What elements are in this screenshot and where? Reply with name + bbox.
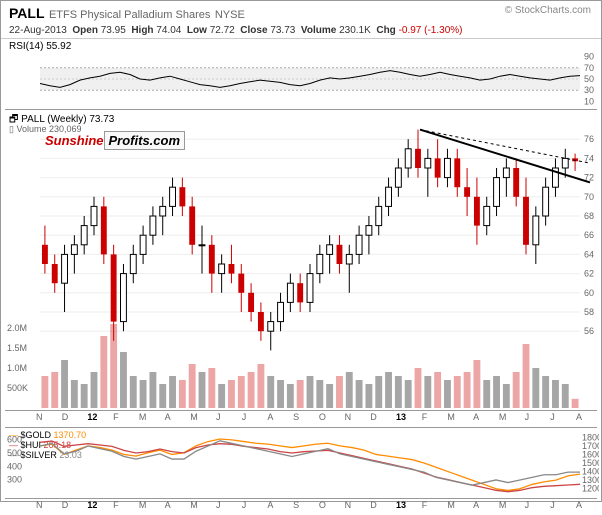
high-val: 74.04 <box>156 25 181 36</box>
svg-text:58: 58 <box>584 307 594 317</box>
xaxis-tick: A <box>473 412 479 422</box>
svg-text:66: 66 <box>584 230 594 240</box>
xaxis-tick: J <box>216 412 221 422</box>
vol-label: Volume <box>301 25 336 36</box>
svg-text:1500: 1500 <box>582 458 599 468</box>
svg-text:300: 300 <box>7 475 22 485</box>
svg-text:1.0M: 1.0M <box>7 363 27 373</box>
xaxis-tick: M <box>499 412 507 422</box>
svg-text:1300: 1300 <box>582 475 599 485</box>
vol-sublabel: ▯ Volume 230,069 <box>9 124 82 135</box>
svg-text:68: 68 <box>584 211 594 221</box>
svg-text:1700: 1700 <box>582 441 599 451</box>
xaxis-tick: 12 <box>87 412 97 422</box>
xaxis-tick: J <box>550 412 555 422</box>
svg-text:1200: 1200 <box>582 484 599 494</box>
svg-text:90: 90 <box>584 52 594 62</box>
svg-text:500K: 500K <box>7 383 28 393</box>
xaxis-tick: 13 <box>396 412 406 422</box>
xaxis-tick: M <box>139 412 147 422</box>
svg-text:600: 600 <box>7 435 22 445</box>
high-label: High <box>131 25 153 36</box>
xaxis-tick: J <box>242 412 247 422</box>
xaxis-tick: O <box>319 412 326 422</box>
svg-text:70: 70 <box>584 192 594 202</box>
xaxis-tick: F <box>113 412 119 422</box>
svg-text:50: 50 <box>584 74 594 84</box>
svg-text:60: 60 <box>584 288 594 298</box>
xaxis-tick: J <box>525 412 530 422</box>
svg-text:10: 10 <box>584 96 594 106</box>
svg-text:56: 56 <box>584 326 594 336</box>
xaxis-tick: M <box>190 412 198 422</box>
chg-label: Chg <box>376 25 395 36</box>
svg-text:62: 62 <box>584 269 594 279</box>
close-val: 73.73 <box>270 25 295 36</box>
rsi-panel: RSI(14) 55.92 1030507090 <box>5 39 597 110</box>
svg-text:70: 70 <box>584 63 594 73</box>
xaxis-tick: A <box>576 412 582 422</box>
ticker-symbol: PALL <box>9 5 45 21</box>
open-label: Open <box>72 25 98 36</box>
copyright-text: © StockCharts.com <box>505 5 591 16</box>
indicator-chart: 300 400 500 600 1200130014001500160017001800 <box>5 428 599 498</box>
chg-val: -0.97 (-1.30%) <box>399 25 463 36</box>
low-val: 72.72 <box>210 25 235 36</box>
open-val: 73.95 <box>101 25 126 36</box>
indicator-panel: — $GOLD 1370.70 — $HUI 265.18 — $SILVER … <box>5 427 597 498</box>
svg-text:400: 400 <box>7 461 22 471</box>
svg-text:30: 30 <box>584 85 594 95</box>
svg-text:2.0M: 2.0M <box>7 323 27 333</box>
svg-text:1800: 1800 <box>582 432 599 442</box>
low-label: Low <box>187 25 207 36</box>
rsi-chart: 1030507090 <box>5 39 599 109</box>
exchange: NYSE <box>215 9 245 21</box>
svg-text:1600: 1600 <box>582 449 599 459</box>
xaxis-tick: N <box>36 412 43 422</box>
ohlc-row: 22-Aug-2013 Open 73.95 High 74.04 Low 72… <box>9 25 593 36</box>
xaxis-tick: A <box>267 412 273 422</box>
svg-text:76: 76 <box>584 134 594 144</box>
xaxis-tick: A <box>165 412 171 422</box>
svg-text:500: 500 <box>7 448 22 458</box>
candlestick-chart: 5658606264666870727476500K1.0M1.5M2.0M <box>5 110 599 410</box>
svg-text:64: 64 <box>584 249 594 259</box>
xaxis-tick: F <box>422 412 428 422</box>
ticker-desc: ETFS Physical Palladium Shares <box>49 9 210 21</box>
xaxis-tick: M <box>447 412 455 422</box>
vol-val: 230.1K <box>339 25 371 36</box>
close-label: Close <box>240 25 267 36</box>
xaxis-tick: D <box>370 412 377 422</box>
date: 22-Aug-2013 <box>9 25 67 36</box>
svg-text:1400: 1400 <box>582 467 599 477</box>
svg-text:1.5M: 1.5M <box>7 343 27 353</box>
main-price-panel: SunshineProfits.com 🗗 PALL (Weekly) 73.7… <box>5 110 597 410</box>
x-axis: N D 12 F M A M J J A S O N D 13 F M A M J J A <box>5 410 597 427</box>
xaxis-tick: N <box>345 412 352 422</box>
xaxis-tick: D <box>62 412 69 422</box>
xaxis-tick: S <box>293 412 299 422</box>
x-axis-bottom: ND12FMAMJJASOND13FMAMJJA <box>5 498 597 515</box>
